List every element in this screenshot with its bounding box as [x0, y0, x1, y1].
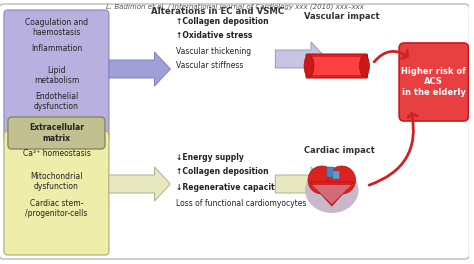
FancyBboxPatch shape — [8, 117, 105, 149]
FancyBboxPatch shape — [0, 4, 469, 259]
Ellipse shape — [305, 167, 358, 213]
Text: ↑Collagen deposition: ↑Collagen deposition — [176, 17, 269, 26]
Polygon shape — [275, 42, 327, 76]
FancyBboxPatch shape — [399, 43, 468, 121]
Text: Loss of functional cardiomyocytes: Loss of functional cardiomyocytes — [176, 200, 307, 209]
Circle shape — [308, 166, 336, 194]
FancyBboxPatch shape — [308, 57, 365, 75]
Text: ↑Oxidative stress: ↑Oxidative stress — [176, 31, 253, 40]
Polygon shape — [109, 52, 170, 86]
Ellipse shape — [359, 55, 369, 77]
FancyBboxPatch shape — [333, 171, 340, 179]
Text: Inflammation: Inflammation — [31, 44, 82, 53]
FancyBboxPatch shape — [327, 167, 334, 177]
FancyBboxPatch shape — [4, 131, 109, 255]
Text: Vascular thickening: Vascular thickening — [176, 48, 251, 56]
Text: Cardiac impact: Cardiac impact — [304, 146, 375, 155]
Polygon shape — [312, 185, 352, 204]
Text: Cardiac stem-
/progenitor-cells: Cardiac stem- /progenitor-cells — [25, 199, 88, 218]
Text: Higher risk of
ACS
in the elderly: Higher risk of ACS in the elderly — [401, 67, 466, 97]
Text: Vascular impact: Vascular impact — [304, 12, 380, 21]
Text: Endothelial
dysfunction: Endothelial dysfunction — [34, 92, 79, 111]
Text: ↓Energy supply: ↓Energy supply — [176, 153, 244, 162]
Polygon shape — [109, 167, 170, 201]
Text: L. Badimon et al. / International Journal of Cardiology xxx (2010) xxx–xxx: L. Badimon et al. / International Journa… — [106, 3, 364, 10]
Text: ↓Regenerative capacity: ↓Regenerative capacity — [176, 182, 280, 191]
Text: Lipid
metabolism: Lipid metabolism — [34, 66, 79, 85]
Text: Mitochondrial
dysfunction: Mitochondrial dysfunction — [30, 172, 82, 191]
Text: Vascular stiffness: Vascular stiffness — [176, 62, 244, 70]
Circle shape — [328, 166, 356, 194]
Text: Alterations in EC and VSMC: Alterations in EC and VSMC — [151, 7, 284, 16]
Text: Ca²⁺ homeostasis: Ca²⁺ homeostasis — [23, 149, 91, 158]
FancyBboxPatch shape — [306, 54, 367, 78]
Ellipse shape — [304, 55, 314, 77]
Polygon shape — [310, 182, 354, 206]
FancyBboxPatch shape — [4, 10, 109, 140]
Text: Coagulation and
haemostasis: Coagulation and haemostasis — [25, 18, 88, 37]
Text: ↑Collagen deposition: ↑Collagen deposition — [176, 167, 269, 177]
Text: Extracellular
matrix: Extracellular matrix — [29, 123, 84, 143]
Polygon shape — [275, 167, 327, 201]
